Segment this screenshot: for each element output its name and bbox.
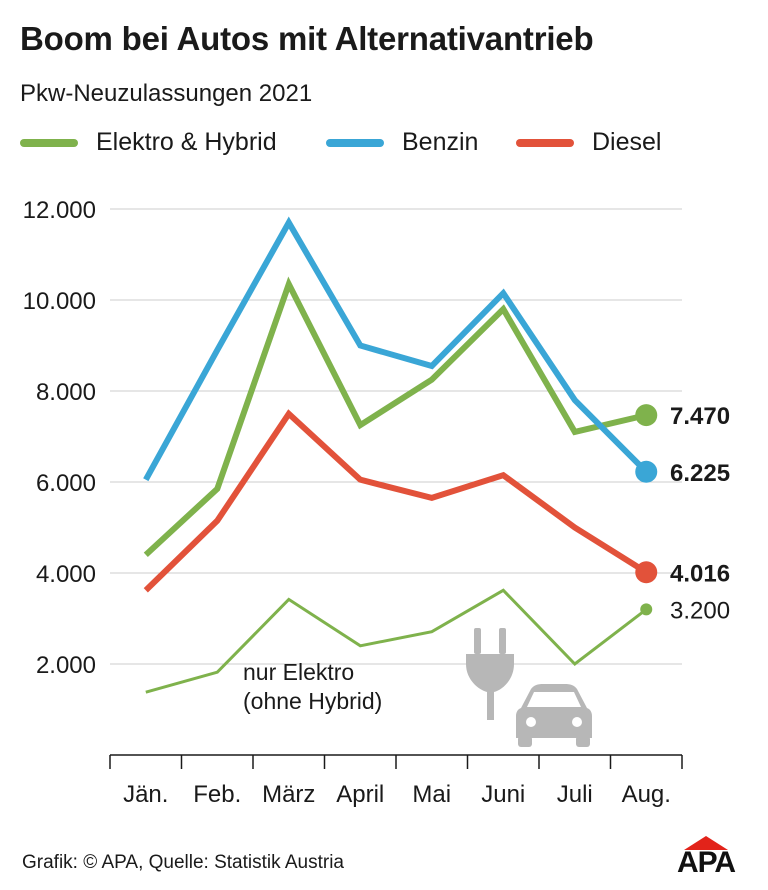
x-tick-label: Jän.	[123, 781, 168, 808]
legend-swatch-benzin	[326, 138, 384, 147]
series-lines	[143, 216, 649, 694]
x-tick-label: Feb.	[193, 781, 241, 808]
source-footer: Grafik: © APA, Quelle: Statistik Austria	[22, 852, 344, 873]
icons	[466, 628, 592, 747]
legend-item-diesel: Diesel	[516, 128, 661, 157]
y-tick-label: 12.000	[23, 197, 96, 224]
line-chart: 2.000 4.000 6.000 8.000 10.000 12.000 Jän. Feb…	[23, 197, 730, 808]
legend-label-diesel: Diesel	[592, 128, 662, 156]
logo-wedge	[684, 836, 728, 850]
series-line-elektro-hybrid	[143, 276, 647, 558]
legend-swatch-elektro-hybrid	[20, 138, 78, 147]
end-point-nur-elektro	[640, 603, 653, 616]
series-line-benzin	[143, 216, 649, 482]
end-label-elektro-hybrid: 7.470	[670, 403, 730, 430]
annotation-ohne-hybrid: (ohne Hybrid)	[243, 688, 382, 714]
end-label-diesel: 4.016	[670, 560, 730, 587]
x-axis: Jän. Feb. März April Mai Juni Juli Aug.	[109, 754, 683, 808]
end-label-nur-elektro: 3.200	[670, 597, 730, 624]
y-tick-label: 2.000	[36, 652, 96, 679]
chart-subtitle: Pkw-Neuzulassungen 2021	[20, 80, 313, 107]
plug-icon	[466, 628, 514, 720]
y-axis-tick-labels: 2.000 4.000 6.000 8.000 10.000 12.000	[23, 197, 96, 679]
car-icon	[516, 684, 592, 747]
series-line-diesel	[143, 409, 648, 593]
grid-lines	[110, 208, 682, 665]
y-tick-label: 6.000	[36, 470, 96, 497]
end-label-benzin: 6.225	[670, 460, 730, 487]
y-tick-label: 8.000	[36, 379, 96, 406]
legend-item-benzin: Benzin	[326, 128, 478, 157]
annotation-nur-elektro: nur Elektro	[243, 659, 354, 685]
legend-label-benzin: Benzin	[402, 128, 479, 156]
end-point-diesel	[635, 561, 658, 584]
legend-swatch-diesel	[516, 138, 574, 147]
x-tick-label: Juni	[481, 781, 525, 808]
legend-item-elektro-hybrid: Elektro & Hybrid	[20, 128, 277, 157]
end-point-elektro-hybrid	[635, 404, 658, 427]
end-point-benzin	[635, 460, 658, 483]
x-tick-label: April	[336, 781, 384, 808]
apa-logo: APA	[664, 836, 748, 879]
x-tick-label: Juli	[557, 781, 593, 808]
y-tick-label: 10.000	[23, 288, 96, 315]
x-tick-label: Mai	[412, 781, 451, 808]
y-tick-label: 4.000	[36, 561, 96, 588]
legend-label-elektro-hybrid: Elektro & Hybrid	[96, 128, 277, 156]
x-tick-label: Aug.	[622, 781, 671, 808]
x-tick-label: März	[262, 781, 315, 808]
end-labels: 7.470 6.225 4.016 3.200	[635, 403, 730, 624]
series-line-nur-elektro	[145, 588, 648, 694]
chart-title: Boom bei Autos mit Alternativantrieb	[20, 20, 594, 57]
logo-text: APA	[676, 846, 736, 879]
legend: Elektro & Hybrid Benzin Diesel	[0, 128, 768, 168]
